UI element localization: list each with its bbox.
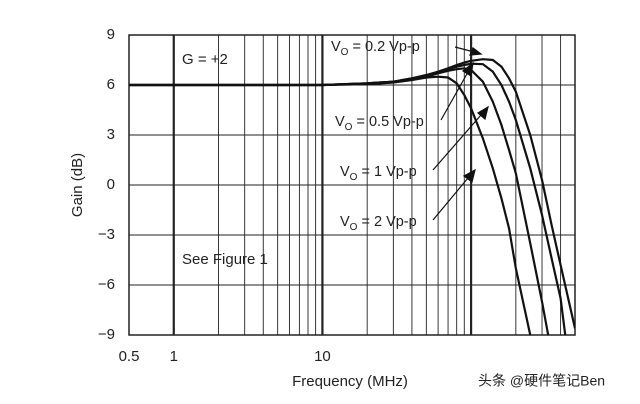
label-rest: = 1 Vp-p (357, 164, 416, 180)
arrow (432, 177, 469, 221)
y-tick-label: −9 (98, 326, 115, 343)
y-tick-label: 6 (107, 76, 115, 93)
series-label: VO = 2 Vp-p (340, 214, 417, 233)
label-rest: = 2 Vp-p (357, 214, 416, 230)
series-label: VO = 0.2 Vp-p (331, 39, 420, 58)
label-sub: O (350, 222, 358, 233)
label-sub: O (350, 172, 358, 183)
x-axis-title: Frequency (MHz) (292, 373, 408, 390)
series-label: VO = 0.5 Vp-p (335, 114, 424, 133)
label-main: V (340, 164, 350, 180)
arrow-head (469, 47, 483, 56)
arrow (432, 114, 482, 171)
label-rest: = 0.2 Vp-p (348, 39, 419, 55)
y-tick-label: 9 (107, 26, 115, 43)
label-main: V (331, 39, 341, 55)
y-tick-label: 0 (107, 176, 115, 193)
y-axis-title: Gain (dB) (69, 153, 86, 217)
annotation: See Figure 1 (182, 251, 268, 268)
label-sub: O (341, 47, 349, 58)
arrow (454, 46, 475, 53)
series-label: VO = 1 Vp-p (340, 164, 417, 183)
x-tick-label: 1 (170, 348, 178, 365)
plot-frame (128, 34, 576, 336)
x-tick-label: 10 (314, 348, 331, 365)
label-rest: = 0.5 Vp-p (352, 114, 423, 130)
arrow (440, 71, 469, 121)
x-tick-label: 0.5 (119, 348, 140, 365)
arrow-head (476, 105, 489, 121)
series-line (129, 75, 532, 335)
label-sub: O (345, 122, 353, 133)
y-tick-label: 3 (107, 126, 115, 143)
watermark: 头条 @硬件笔记Ben (478, 373, 605, 389)
arrow-head (462, 168, 476, 184)
y-tick-label: −6 (98, 276, 115, 293)
label-main: V (335, 114, 345, 130)
y-tick-label: −3 (98, 226, 115, 243)
annotation: G = +2 (182, 51, 228, 68)
label-main: V (340, 214, 350, 230)
